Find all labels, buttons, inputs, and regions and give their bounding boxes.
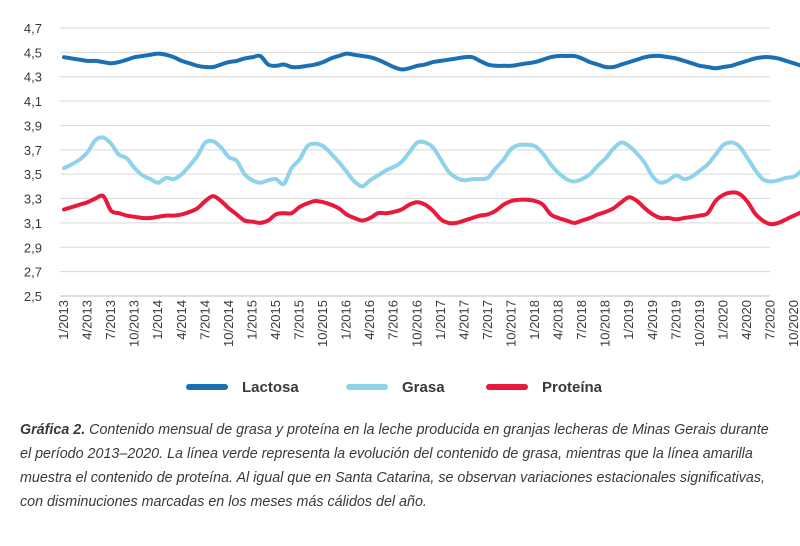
y-tick-label: 2,9 <box>24 240 42 255</box>
y-tick-label: 2,5 <box>24 289 42 304</box>
x-tick-label: 4/2015 <box>268 300 283 340</box>
legend-swatch-grasa <box>346 384 388 390</box>
x-tick-label: 1/2013 <box>56 300 71 340</box>
legend-item-proteina: Proteína <box>486 372 602 402</box>
caption-text: Contenido mensual de grasa y proteína en… <box>20 422 769 510</box>
legend-swatch-proteina <box>486 384 528 390</box>
y-tick-label: 3,7 <box>24 143 42 158</box>
x-tick-label: 10/2019 <box>692 300 707 347</box>
x-tick-label: 1/2018 <box>527 300 542 340</box>
legend-item-grasa: Grasa <box>346 372 445 402</box>
x-tick-label: 7/2019 <box>668 300 683 340</box>
x-tick-label: 10/2018 <box>598 300 613 347</box>
y-tick-label: 4,3 <box>24 70 42 85</box>
legend-label-lactosa: Lactosa <box>242 378 299 396</box>
series-line-grasa <box>62 135 800 189</box>
x-tick-label: 10/2015 <box>315 300 330 347</box>
x-tick-label: 7/2015 <box>292 300 307 340</box>
y-tick-label: 3,5 <box>24 167 42 182</box>
x-tick-label: 4/2013 <box>80 300 95 340</box>
legend-swatch-lactosa <box>186 384 228 390</box>
x-tick-label: 1/2020 <box>715 300 730 340</box>
x-tick-label: 10/2016 <box>409 300 424 347</box>
x-tick-label: 4/2016 <box>362 300 377 340</box>
x-tick-label: 4/2014 <box>174 300 189 340</box>
figure-caption: Gráfica 2. Contenido mensual de grasa y … <box>20 418 780 514</box>
x-tick-label: 4/2017 <box>456 300 471 340</box>
x-tick-label: 10/2017 <box>503 300 518 347</box>
y-tick-label: 4,5 <box>24 45 42 60</box>
x-tick-label: 1/2016 <box>339 300 354 340</box>
y-tick-label: 3,3 <box>24 192 42 207</box>
x-tick-label: 1/2015 <box>244 300 259 340</box>
chart-legend: Lactosa Grasa Proteína <box>0 372 800 402</box>
y-tick-label: 4,1 <box>24 94 42 109</box>
x-tick-label: 7/2013 <box>103 300 118 340</box>
x-tick-label: 7/2018 <box>574 300 589 340</box>
caption-label: Gráfica 2. <box>20 422 86 438</box>
x-tick-label: 10/2013 <box>127 300 142 347</box>
x-tick-label: 1/2014 <box>150 300 165 340</box>
y-tick-label: 4,7 <box>24 21 42 36</box>
legend-label-grasa: Grasa <box>402 378 445 396</box>
x-tick-label: 10/2020 <box>786 300 800 347</box>
x-tick-label: 4/2019 <box>645 300 660 340</box>
legend-item-lactosa: Lactosa <box>186 372 299 402</box>
x-tick-label: 4/2018 <box>551 300 566 340</box>
x-tick-label: 7/2017 <box>480 300 495 340</box>
x-tick-label: 10/2014 <box>221 300 236 347</box>
y-tick-label: 3,9 <box>24 118 42 133</box>
x-tick-label: 1/2017 <box>433 300 448 340</box>
x-tick-label: 1/2019 <box>621 300 636 340</box>
series-line-proteina <box>62 190 800 227</box>
x-tick-label: 7/2014 <box>197 300 212 340</box>
x-tick-label: 7/2016 <box>386 300 401 340</box>
x-tick-label: 7/2020 <box>763 300 778 340</box>
y-tick-label: 2,7 <box>24 265 42 280</box>
legend-label-proteina: Proteína <box>542 378 603 396</box>
series-line-lactosa <box>62 51 800 72</box>
y-tick-label: 3,1 <box>24 216 42 231</box>
x-tick-label: 4/2020 <box>739 300 754 340</box>
line-chart: 4,7 4,5 4,3 4,1 3,9 3,7 3,5 3,3 3,1 2,9 2,7 2,5 1/20… <box>24 21 800 347</box>
